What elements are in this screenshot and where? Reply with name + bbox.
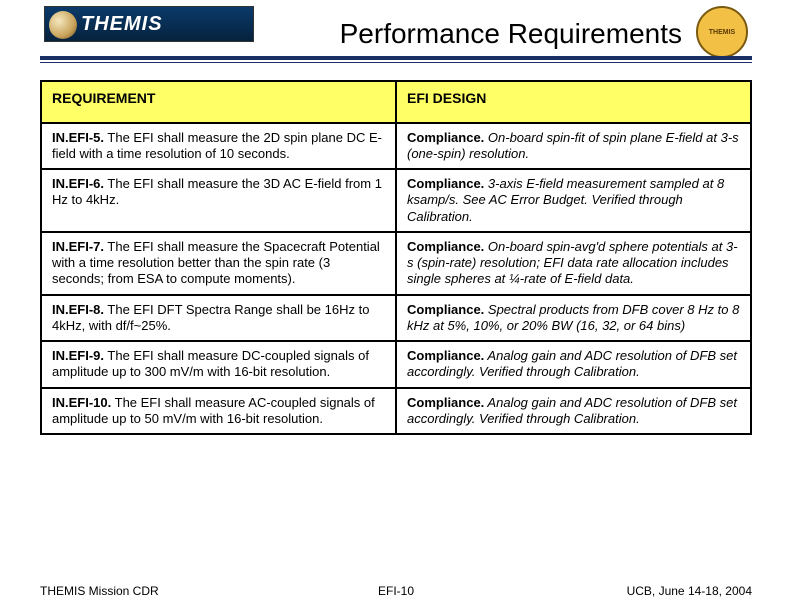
cell-requirement: IN.EFI-5. The EFI shall measure the 2D s… [41, 123, 396, 170]
page-title: Performance Requirements [340, 18, 682, 50]
planet-icon [49, 11, 77, 39]
slide: THEMIS Performance Requirements THEMIS R… [0, 0, 792, 612]
table-row: IN.EFI-5. The EFI shall measure the 2D s… [41, 123, 751, 170]
cell-requirement: IN.EFI-7. The EFI shall measure the Spac… [41, 232, 396, 295]
table-row: IN.EFI-6. The EFI shall measure the 3D A… [41, 169, 751, 232]
table-row: IN.EFI-9. The EFI shall measure DC-coupl… [41, 341, 751, 388]
cell-design: Compliance. On-board spin-fit of spin pl… [396, 123, 751, 170]
table-row: IN.EFI-7. The EFI shall measure the Spac… [41, 232, 751, 295]
footer: THEMIS Mission CDR EFI-10 UCB, June 14-1… [40, 584, 752, 598]
col-header-requirement: REQUIREMENT [41, 81, 396, 123]
cell-design: Compliance. Analog gain and ADC resoluti… [396, 341, 751, 388]
col-header-design: EFI DESIGN [396, 81, 751, 123]
table-header-row: REQUIREMENT EFI DESIGN [41, 81, 751, 123]
cell-requirement: IN.EFI-6. The EFI shall measure the 3D A… [41, 169, 396, 232]
footer-center: EFI-10 [40, 584, 752, 598]
cell-requirement: IN.EFI-8. The EFI DFT Spectra Range shal… [41, 295, 396, 342]
cell-design: Compliance. Analog gain and ADC resoluti… [396, 388, 751, 435]
cell-requirement: IN.EFI-9. The EFI shall measure DC-coupl… [41, 341, 396, 388]
content-area: REQUIREMENT EFI DESIGN IN.EFI-5. The EFI… [40, 80, 752, 435]
mission-badge-icon: THEMIS [696, 6, 748, 58]
cell-design: Compliance. On-board spin-avg'd sphere p… [396, 232, 751, 295]
logo-text: THEMIS [81, 13, 163, 36]
cell-design: Compliance. 3-axis E-field measurement s… [396, 169, 751, 232]
requirements-table: REQUIREMENT EFI DESIGN IN.EFI-5. The EFI… [40, 80, 752, 435]
badge-inner: THEMIS [709, 29, 735, 36]
header: THEMIS Performance Requirements THEMIS [0, 0, 792, 70]
table-row: IN.EFI-8. The EFI DFT Spectra Range shal… [41, 295, 751, 342]
table-row: IN.EFI-10. The EFI shall measure AC-coup… [41, 388, 751, 435]
themis-logo: THEMIS [44, 6, 254, 42]
cell-requirement: IN.EFI-10. The EFI shall measure AC-coup… [41, 388, 396, 435]
header-rule [40, 56, 752, 63]
cell-design: Compliance. Spectral products from DFB c… [396, 295, 751, 342]
